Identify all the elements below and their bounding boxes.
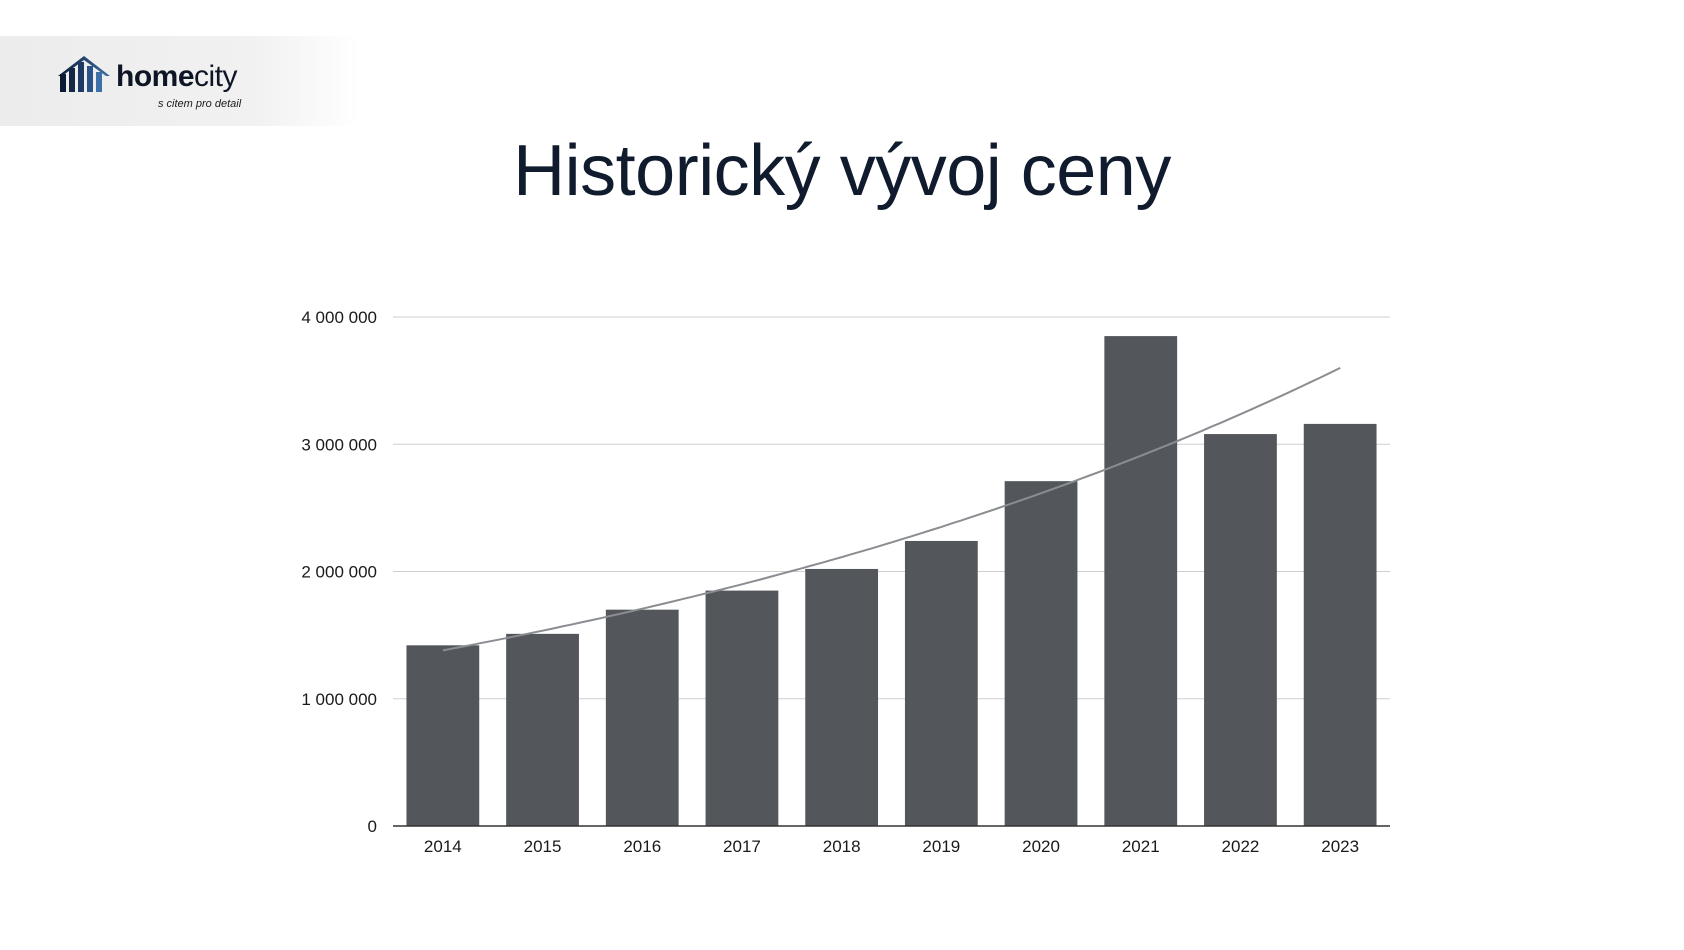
y-tick-label: 1 000 000: [301, 690, 377, 709]
x-tick-label: 2014: [424, 837, 462, 856]
x-tick-label: 2022: [1222, 837, 1260, 856]
x-tick-label: 2020: [1022, 837, 1060, 856]
y-tick-label: 2 000 000: [301, 563, 377, 582]
house-logo-icon: [58, 56, 110, 92]
x-tick-label: 2015: [524, 837, 562, 856]
x-tick-label: 2018: [823, 837, 861, 856]
bar-2014: [406, 645, 480, 826]
brand-name: homecity: [116, 60, 238, 93]
bar-2023: [1303, 423, 1377, 826]
y-tick-label: 0: [368, 817, 377, 836]
bar-2015: [506, 633, 579, 826]
homecity-logo: homecity s citem pro detail: [56, 54, 286, 114]
bar-2021: [1104, 336, 1178, 826]
x-tick-label: 2016: [623, 837, 661, 856]
x-tick-label: 2019: [922, 837, 960, 856]
brand-tagline: s citem pro detail: [158, 98, 242, 110]
x-tick-label: 2021: [1122, 837, 1160, 856]
x-tick-label: 2023: [1321, 837, 1359, 856]
bar-2016: [605, 609, 679, 826]
bar-2022: [1204, 434, 1277, 826]
y-tick-label: 3 000 000: [301, 435, 377, 454]
bar-2018: [805, 568, 879, 826]
y-tick-label: 4 000 000: [301, 308, 377, 327]
bar-2019: [904, 540, 978, 826]
x-tick-label: 2017: [723, 837, 761, 856]
trendline: [442, 367, 1341, 652]
page-title: Historický vývoj ceny: [513, 131, 1171, 211]
bar-2020: [1004, 481, 1078, 826]
bar-2017: [705, 590, 779, 826]
